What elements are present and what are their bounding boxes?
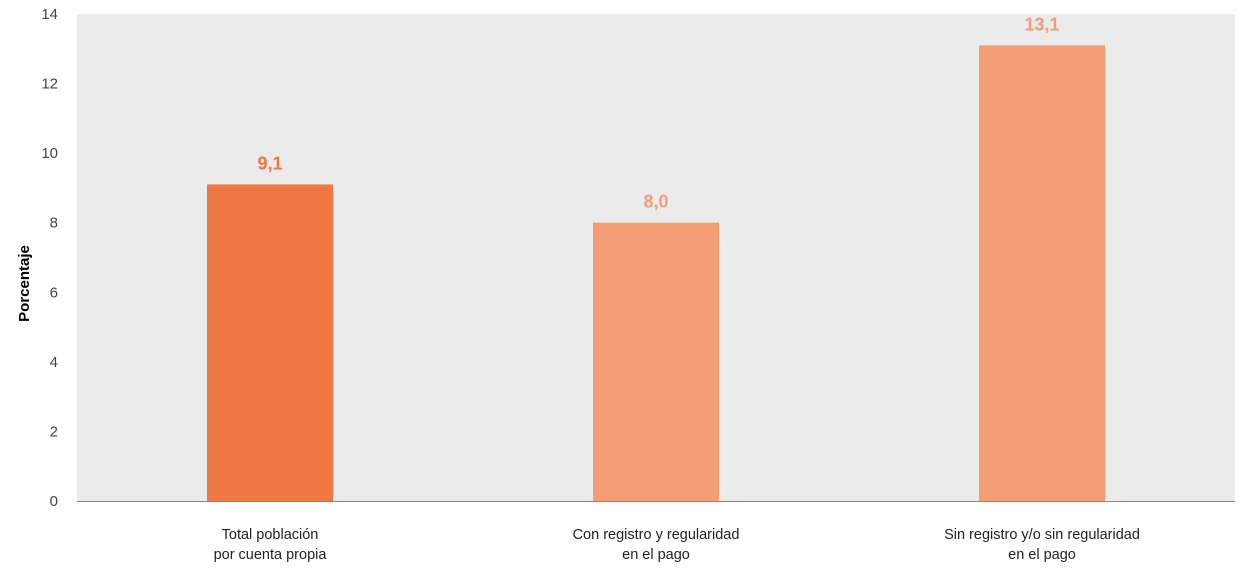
y-tick-label: 6 bbox=[50, 284, 58, 301]
x-tick-label: por cuenta propia bbox=[214, 547, 328, 563]
y-axis-label: Porcentaje bbox=[15, 245, 33, 322]
y-tick-label: 0 bbox=[50, 493, 58, 510]
data-label: 9,1 bbox=[257, 153, 282, 173]
x-tick-label: Con registro y regularidad bbox=[573, 527, 740, 543]
x-tick-label: Sin registro y/o sin regularidad bbox=[944, 527, 1140, 543]
data-label: 13,1 bbox=[1024, 14, 1059, 34]
bar bbox=[979, 45, 1105, 502]
x-tick-label: Total población bbox=[222, 527, 319, 543]
data-label: 8,0 bbox=[643, 192, 668, 212]
x-tick-label: en el pago bbox=[1008, 547, 1076, 563]
y-tick-label: 12 bbox=[41, 76, 58, 93]
y-tick-label: 8 bbox=[50, 215, 58, 232]
bar bbox=[593, 222, 719, 501]
y-tick-label: 4 bbox=[50, 354, 58, 371]
y-tick-label: 14 bbox=[41, 6, 58, 23]
y-tick-label: 10 bbox=[41, 145, 58, 162]
y-axis-label-container: Porcentaje bbox=[0, 0, 48, 567]
x-tick-label: en el pago bbox=[622, 547, 690, 563]
bar bbox=[207, 184, 333, 501]
y-tick-label: 2 bbox=[50, 423, 58, 440]
